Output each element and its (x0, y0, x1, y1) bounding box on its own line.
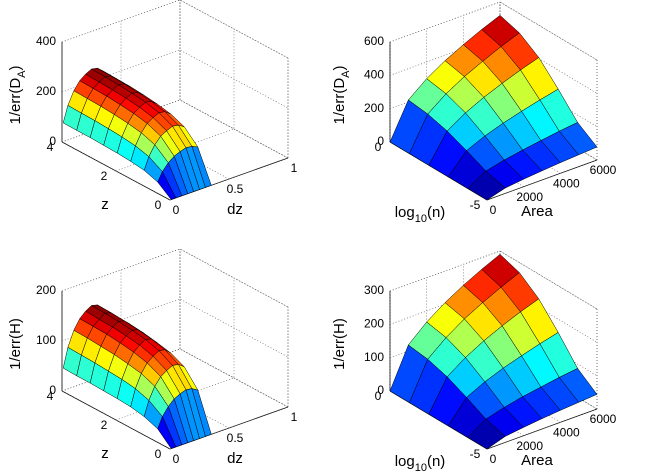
z-tick-label: 400 (364, 68, 384, 82)
x-tick-label: 0.5 (227, 431, 244, 445)
label-part: log (395, 204, 415, 221)
z-tick-label: 0 (377, 134, 384, 148)
x-tick-label: 0 (173, 452, 180, 466)
z-tick-label: 200 (364, 317, 384, 331)
axis-label: z (101, 445, 109, 462)
surface-patch (467, 170, 506, 201)
axis-label: Area (521, 203, 553, 220)
axis-label: log10(n) (395, 204, 446, 225)
x-tick-label: 1 (291, 410, 298, 424)
axis-label: z (101, 196, 109, 213)
axis-label: log10(n) (395, 453, 446, 472)
grid-line (486, 309, 598, 450)
x-axis (486, 408, 598, 450)
y-tick-label: 0 (155, 447, 162, 461)
y-tick-label: 4 (47, 140, 54, 154)
grid-line (120, 21, 230, 180)
label-part: z (101, 445, 109, 462)
label-part: z (101, 196, 109, 213)
z-tick-label: 100 (36, 333, 56, 347)
z-tick-label: 0 (49, 383, 56, 397)
subscript: A (16, 70, 28, 78)
y-tick-label: 2 (101, 418, 108, 432)
y-tick-label: 0 (155, 198, 162, 212)
x-tick-label: 4000 (553, 426, 580, 440)
grid-line (486, 60, 598, 201)
surface-patch (467, 418, 506, 450)
z-tick-label: 300 (364, 283, 384, 297)
x-tick-label: 4000 (553, 177, 580, 191)
label-part: 1/err(D (331, 78, 348, 125)
label-part: Area (521, 452, 553, 469)
label-part: (n) (427, 453, 445, 470)
z-tick-label: 0 (49, 134, 56, 148)
box-edge (499, 1, 598, 61)
y-tick-label: 0 (375, 140, 382, 154)
x-tick-label: 0 (490, 203, 497, 217)
z-tick-label: 0 (377, 383, 384, 397)
z-tick-label: 200 (36, 84, 56, 98)
x-tick-label: 0 (173, 203, 180, 217)
label-part: log (395, 453, 415, 470)
box-edge (179, 248, 289, 308)
grid-line (61, 0, 289, 59)
x-tick-label: 0.5 (227, 182, 244, 196)
grid-line (389, 250, 598, 310)
z-tick-label: 400 (36, 34, 56, 48)
surface-patch (157, 171, 177, 200)
x-tick-label: 6000 (590, 412, 617, 426)
subscript: A (340, 70, 352, 78)
grid-line (120, 270, 230, 429)
label-part: (n) (427, 204, 445, 221)
axis-label: 1/err(DA) (331, 65, 352, 124)
z-tick-label: 100 (364, 350, 384, 364)
axis-label: 1/err(H) (331, 318, 348, 370)
grid-line (61, 42, 171, 201)
x-tick-label: 0 (490, 452, 497, 466)
grid-line (61, 291, 171, 450)
label-part: dz (227, 201, 243, 218)
label-part: 1/err(D (7, 78, 24, 125)
grid-line (179, 0, 289, 159)
label-part: ) (331, 65, 348, 70)
label-part: Area (521, 203, 553, 220)
z-tick-label: 600 (364, 34, 384, 48)
y-tick-label: 2 (101, 169, 108, 183)
x-tick-label: 1 (291, 161, 298, 175)
axis-label: Area (521, 452, 553, 469)
axis-label: 1/err(H) (7, 318, 24, 370)
x-tick-label: 2000 (516, 190, 543, 204)
grid-line (389, 1, 598, 61)
axis-label: dz (227, 450, 243, 467)
label-part: 1/err(H) (7, 318, 24, 370)
label-part: dz (227, 450, 243, 467)
box-edge (499, 250, 598, 310)
y-tick-label: 0 (375, 389, 382, 403)
label-part: 1/err(H) (331, 318, 348, 370)
label-part: ) (7, 65, 24, 70)
x-tick-label: 6000 (590, 163, 617, 177)
y-tick-label: -5 (470, 447, 481, 461)
x-tick-label: 2000 (516, 439, 543, 453)
surface-patch (157, 416, 177, 449)
subscript: 10 (415, 462, 427, 472)
grid-line (179, 249, 289, 408)
y-tick-label: 4 (47, 389, 54, 403)
z-tick-label: 200 (364, 101, 384, 115)
x-axis (486, 159, 598, 201)
y-tick-label: -5 (470, 198, 481, 212)
box-edge (179, 0, 289, 59)
z-tick-label: 200 (36, 283, 56, 297)
axis-label: dz (227, 201, 243, 218)
grid-line (61, 248, 289, 308)
subscript: 10 (415, 213, 427, 225)
axis-label: 1/err(DA) (7, 65, 28, 124)
